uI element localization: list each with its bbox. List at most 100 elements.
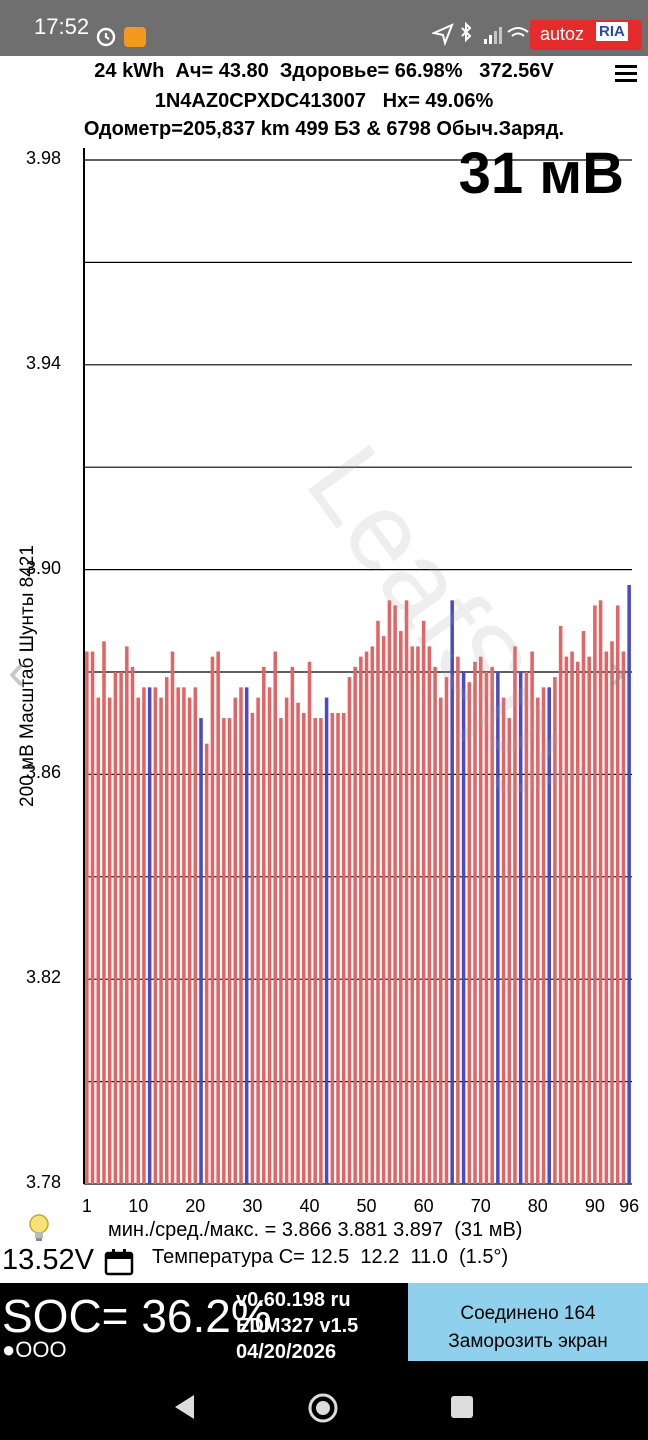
navigation-bar — [0, 1376, 648, 1440]
cell-bar-28 — [239, 687, 243, 1184]
cell-bar-4 — [102, 641, 106, 1184]
cell-bar-65 — [450, 600, 454, 1184]
cell-bar-58 — [410, 646, 414, 1184]
cell-bar-77 — [518, 672, 523, 1184]
cell-bar-62 — [433, 666, 437, 1184]
cell-bar-52 — [376, 620, 380, 1184]
x-tick-label: 70 — [470, 1196, 491, 1216]
x-tick-label: 10 — [128, 1196, 149, 1216]
lightbulb-icon[interactable] — [27, 1213, 51, 1243]
y-tick-label: 3.82 — [26, 967, 62, 988]
cell-bar-74 — [501, 697, 506, 1184]
cell-bar-31 — [256, 697, 260, 1184]
cell-bar-16 — [170, 651, 175, 1184]
cell-bar-44 — [330, 712, 335, 1184]
calendar-icon[interactable] — [104, 1248, 134, 1276]
x-tick-label: 30 — [242, 1196, 263, 1216]
cell-delta-readout: 31 мВ — [458, 141, 624, 206]
cell-bar-39 — [302, 712, 306, 1184]
cell-bar-61 — [427, 646, 432, 1184]
cell-bar-53 — [381, 636, 386, 1184]
battery-summary-line: 24 kWh Ач= 43.80 Здоровье= 66.98% 372.56… — [94, 60, 554, 82]
connection-status-label: Соединено 164 — [460, 1303, 596, 1324]
cell-bar-82 — [547, 687, 551, 1184]
aux-battery-voltage: 13.52V — [2, 1244, 94, 1276]
cell-bar-29 — [244, 687, 249, 1184]
cell-bar-80 — [536, 697, 540, 1184]
cell-bar-64 — [444, 677, 449, 1184]
cell-bar-12 — [147, 687, 152, 1184]
cell-bar-59 — [416, 646, 420, 1184]
soc-readout: SOC= 36.2% — [2, 1290, 272, 1342]
cell-bar-95 — [621, 651, 626, 1184]
cell-bar-49 — [359, 656, 363, 1184]
x-tick-label: 20 — [185, 1196, 206, 1216]
cell-bar-10 — [136, 697, 140, 1184]
connection-freeze-button[interactable]: Соединено 164 Заморозить экран — [408, 1283, 648, 1361]
cell-bar-24 — [216, 651, 220, 1184]
cell-bar-17 — [176, 687, 180, 1184]
cell-bar-3 — [96, 697, 101, 1184]
cell-bar-68 — [467, 682, 472, 1184]
cell-bar-40 — [307, 661, 312, 1184]
x-tick-label: 96 — [619, 1196, 640, 1216]
y-tick-label: 3.90 — [26, 557, 62, 578]
cell-bar-55 — [393, 605, 397, 1184]
cell-bar-36 — [284, 697, 289, 1184]
y-tick-label: 3.98 — [26, 148, 62, 168]
status-time: 17:52 — [34, 14, 90, 39]
cell-bar-35 — [279, 718, 283, 1184]
cell-bar-93 — [610, 641, 614, 1184]
menu-icon[interactable] — [615, 65, 637, 83]
cell-bar-42 — [319, 718, 323, 1184]
cell-bar-11 — [142, 687, 146, 1184]
cell-bar-46 — [341, 712, 346, 1184]
cell-bar-33 — [267, 687, 272, 1184]
cell-bar-92 — [604, 651, 609, 1184]
x-tick-label: 80 — [527, 1196, 548, 1216]
cell-bar-23 — [210, 656, 215, 1184]
bluetooth-icon — [461, 22, 472, 43]
back-icon[interactable] — [172, 1392, 196, 1422]
x-tick-label: 1 — [81, 1196, 92, 1216]
odometer-line: Одометр=205,837 km 499 БЗ & 6798 Обыч.За… — [83, 118, 565, 140]
cell-voltage-chart[interactable] — [0, 0, 648, 1240]
cell-bar-6 — [113, 672, 118, 1184]
cell-bar-89 — [587, 656, 591, 1184]
cell-bar-76 — [513, 646, 517, 1184]
cell-bar-37 — [290, 666, 295, 1184]
cell-bar-69 — [473, 661, 477, 1184]
y-tick-label: 3.86 — [26, 762, 62, 783]
x-tick-label: 50 — [356, 1196, 377, 1216]
x-tick-label: 60 — [413, 1196, 434, 1216]
cell-bar-54 — [387, 600, 392, 1184]
cell-bar-50 — [364, 651, 369, 1184]
cell-bar-84 — [558, 625, 563, 1184]
cell-bar-81 — [541, 687, 546, 1184]
recent-apps-icon[interactable] — [451, 1396, 473, 1418]
cell-bar-88 — [581, 631, 586, 1184]
cell-bar-86 — [570, 651, 574, 1184]
soc-dots: ●OOO — [2, 1337, 67, 1362]
cell-bar-83 — [553, 677, 557, 1184]
cell-bar-91 — [598, 600, 603, 1184]
cell-bar-21 — [199, 718, 203, 1184]
app-version: v0.60.198 ru — [236, 1289, 351, 1311]
cell-bar-66 — [456, 656, 460, 1184]
signal-icon — [484, 27, 502, 44]
home-icon[interactable] — [307, 1392, 339, 1424]
cell-bar-70 — [478, 656, 483, 1184]
wifi-icon — [507, 27, 529, 37]
cell-bar-14 — [159, 697, 163, 1184]
cell-bar-71 — [484, 672, 489, 1184]
next-screen-arrow-icon[interactable]: › — [608, 641, 626, 701]
cell-bar-75 — [507, 718, 512, 1184]
autoria-badge: autoz RIA — [530, 20, 642, 50]
cell-bar-45 — [336, 712, 340, 1184]
previous-screen-arrow-icon[interactable]: ‹ — [8, 641, 26, 701]
x-tick-label: 90 — [584, 1196, 605, 1216]
current-date: 04/20/2026 — [236, 1341, 337, 1363]
min-avg-max-stats: мин./сред./макс. = 3.866 3.881 3.897 (31… — [108, 1219, 523, 1241]
cell-bar-2 — [90, 651, 95, 1184]
app-notification-icon — [124, 27, 146, 47]
